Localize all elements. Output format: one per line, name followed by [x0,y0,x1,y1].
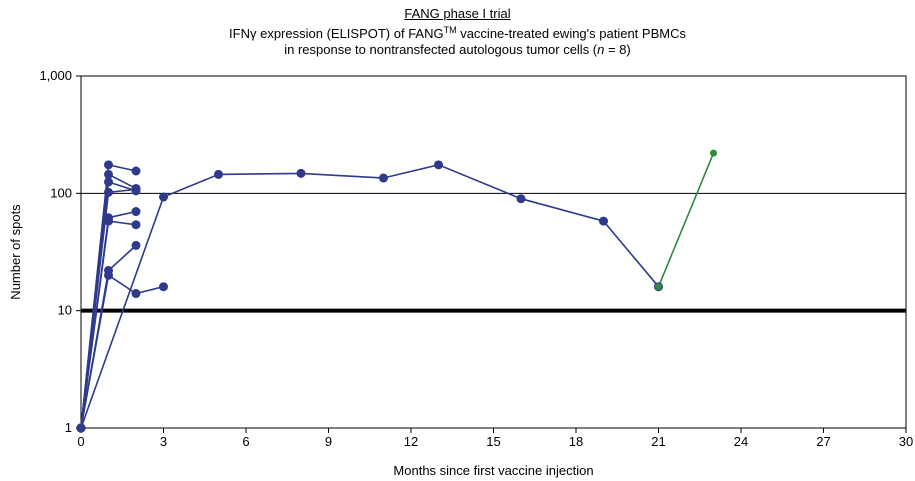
data-point-5-1 [104,216,113,226]
subtitle-line-2-n: n [597,42,605,57]
data-point-7-1 [104,270,113,280]
data-point-8-7 [599,216,608,226]
x-tick-label: 24 [734,434,748,449]
y-tick-label: 1 [65,420,72,435]
series-line-7 [80,273,164,429]
x-tick-label: 3 [160,434,167,449]
x-tick-label: 12 [404,434,418,449]
data-point-7-2 [131,289,141,299]
chart-subtitle-line-2: in response to nontransfected autologous… [0,42,915,58]
data-point-8-1 [159,192,168,202]
subtitle-line-2-post: = 8) [604,42,631,57]
data-point-6-2 [131,240,141,250]
data-point-5-2 [131,220,141,230]
data-point-0-1 [104,160,113,170]
data-point-9-1 [710,149,717,157]
series-line-1 [80,173,137,429]
y-tick-label: 100 [50,185,72,200]
trademark-superscript: TM [443,25,457,35]
data-point-8-5 [434,160,443,170]
data-point-2-1 [104,177,113,187]
x-tick-label: 15 [486,434,500,449]
subtitle-line-1-post: vaccine-treated ewing's patient PBMCs [456,26,686,41]
series-layer [76,149,717,433]
x-tick-label: 6 [242,434,249,449]
data-point-1-1 [104,169,113,179]
chart-title: FANG phase I trial [404,6,511,21]
data-point-7-3 [159,282,168,292]
series-line-4 [80,210,137,429]
x-tick-label: 18 [569,434,583,449]
y-tick-label: 10 [58,303,72,318]
data-point-4-2 [131,207,141,217]
x-axis-label: Months since first vaccine injection [393,463,593,478]
x-tick-label: 0 [77,434,84,449]
x-tick-label: 21 [651,434,665,449]
data-point-8-6 [516,194,526,204]
plot-frame [80,75,907,429]
chart-title-block: FANG phase I trial IFNγ expression (ELIS… [0,6,915,58]
subtitle-line-2-pre: in response to nontransfected autologous… [284,42,598,57]
data-point-0-2 [131,166,141,176]
x-tick-label: 27 [816,434,830,449]
data-point-9-0 [655,283,662,291]
x-tick-label: 9 [325,434,332,449]
series-line-8 [80,163,660,429]
data-point-8-0 [76,423,86,433]
data-point-8-4 [379,173,388,183]
chart-subtitle-line-1: IFNγ expression (ELISPOT) of FANGTM vacc… [0,22,915,42]
subtitle-line-1-pre: IFNγ expression (ELISPOT) of FANG [229,26,444,41]
grid-layer [81,75,906,313]
data-point-8-2 [214,169,223,179]
series-line-9 [657,152,715,288]
y-tick-label: 1,000 [39,68,72,83]
x-tick-label: 30 [899,434,913,449]
axes-layer: 0 3 6 9 12 15 18 21 24 27 30 1 10 100 1,000 [39,68,913,449]
data-point-3-2 [131,184,141,194]
data-point-3-1 [104,187,113,197]
data-point-8-3 [296,168,306,178]
y-axis-label: Number of spots [8,204,23,300]
